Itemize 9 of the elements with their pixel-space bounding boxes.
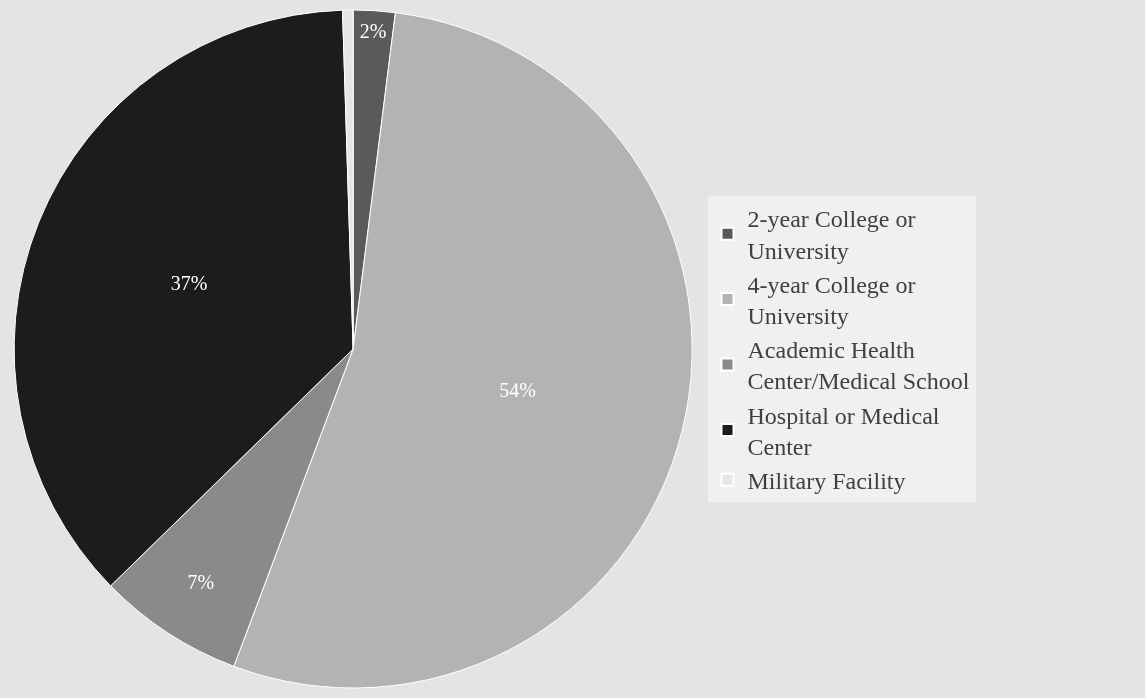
legend-label: 4-year College or University xyxy=(747,271,916,330)
legend-label: 2-year College or University xyxy=(747,206,916,264)
legend-label: Academic Health Center/Medical School xyxy=(747,337,970,395)
legend-label: Hospital or Medical Center xyxy=(747,402,940,460)
data-label: 7% xyxy=(187,571,215,594)
data-label: 54% xyxy=(499,378,537,401)
legend-label: Military Facility xyxy=(747,468,906,495)
data-label: 2% xyxy=(359,19,387,42)
data-label: 37% xyxy=(170,271,208,294)
